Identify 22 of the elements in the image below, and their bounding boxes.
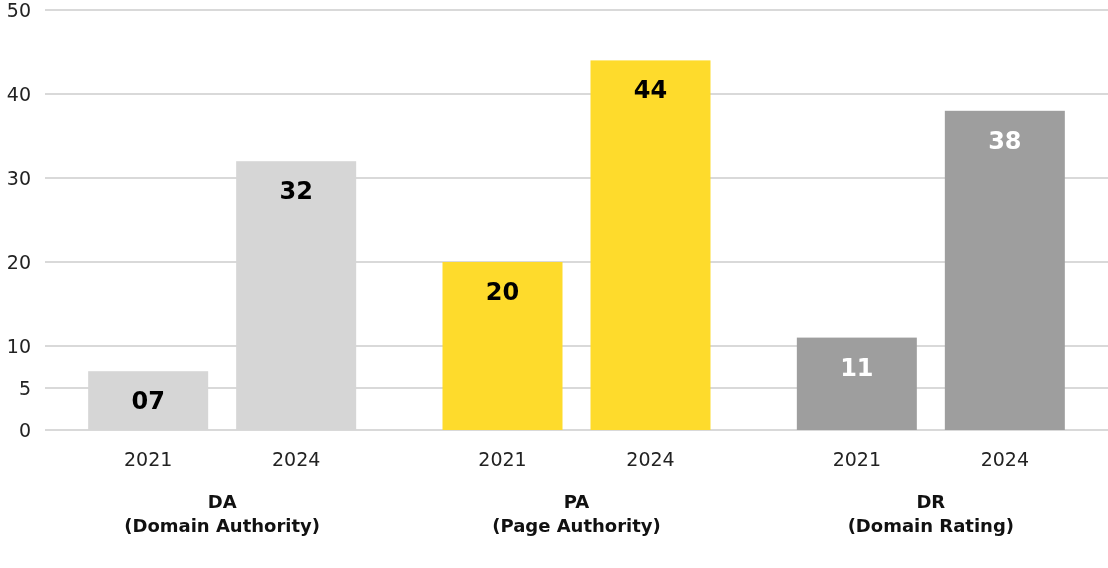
text: DR (Domain Rating) bbox=[847, 491, 1015, 536]
data-label: 38 bbox=[988, 126, 1022, 155]
x-tick-label: 2021 bbox=[832, 448, 882, 470]
data-label: 20 bbox=[485, 278, 520, 306]
y-tick-label: 0 bbox=[18, 418, 31, 441]
x-tick-label: 2024 bbox=[626, 448, 675, 470]
y-tick-label: 40 bbox=[6, 82, 31, 105]
y-tick-label: 10 bbox=[6, 334, 31, 357]
x-tick-label: 2024 bbox=[980, 448, 1030, 470]
data-label: 32 bbox=[279, 177, 313, 206]
data-label: 44 bbox=[633, 76, 668, 105]
y-tick-label: 5 bbox=[18, 376, 31, 399]
y-tick-label: 20 bbox=[6, 250, 31, 273]
x-tick-label: 2021 bbox=[478, 448, 527, 470]
text: PA (Page Authority) bbox=[492, 491, 661, 536]
x-tick-label: 2024 bbox=[271, 448, 321, 470]
data-label: 11 bbox=[840, 353, 874, 382]
y-tick-label: 50 bbox=[6, 0, 31, 21]
x-tick-label: 2021 bbox=[123, 448, 173, 470]
data-label: 07 bbox=[131, 387, 165, 416]
text: DA (Domain Authority) bbox=[124, 491, 321, 536]
y-tick-label: 30 bbox=[6, 166, 31, 189]
